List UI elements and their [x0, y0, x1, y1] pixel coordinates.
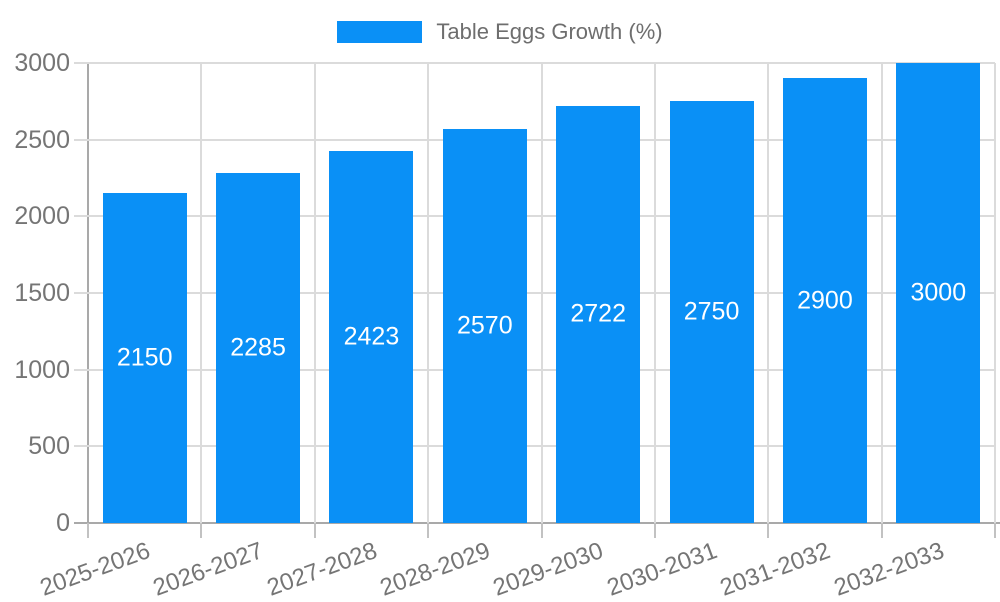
legend[interactable]: Table Eggs Growth (%)	[0, 19, 1000, 45]
y-axis-tick-label: 1000	[14, 355, 70, 384]
gridline-vertical	[994, 63, 996, 523]
y-axis-tick	[74, 215, 88, 218]
bar-value-label: 2750	[683, 297, 740, 326]
bar-value-label: 2423	[343, 322, 400, 351]
y-axis-tick	[74, 445, 88, 448]
bar[interactable]: 3000	[896, 63, 981, 523]
bar-value-label: 2722	[570, 299, 626, 328]
plot-area: 2150 2285 2423 2570 2722 2750 2900 3000	[88, 62, 996, 523]
bar[interactable]: 2722	[556, 105, 641, 523]
x-axis-tick	[880, 523, 883, 538]
y-axis-tick-label: 500	[28, 432, 70, 461]
y-axis-tick	[74, 138, 88, 141]
bar-value-label: 3000	[910, 278, 967, 307]
y-axis-tick-label: 2000	[14, 202, 70, 231]
bar-value-label: 2900	[797, 286, 853, 315]
y-axis-tick-label: 1500	[14, 279, 70, 307]
gridline-vertical	[540, 63, 543, 523]
y-axis-tick	[74, 292, 88, 294]
x-axis-tick	[994, 523, 996, 538]
bar-value-label: 2570	[456, 311, 513, 340]
y-axis-tick-label: 2500	[14, 125, 70, 154]
x-axis-tick	[427, 523, 430, 538]
gridline-vertical	[200, 63, 203, 523]
legend-label: Table Eggs Growth (%)	[436, 19, 663, 44]
y-axis-line	[87, 63, 89, 538]
x-axis-tick	[767, 523, 770, 538]
bar[interactable]: 2900	[782, 78, 867, 523]
bar[interactable]: 2150	[102, 193, 187, 523]
bar[interactable]: 2285	[216, 172, 300, 523]
x-axis-tick-label: 2032-2033	[830, 537, 948, 602]
gridline-vertical	[427, 63, 430, 523]
x-axis-tick-label: 2028-2029	[376, 537, 494, 602]
x-axis-tick	[653, 523, 656, 538]
x-axis-tick	[540, 523, 543, 538]
x-axis-tick-label: 2027-2028	[263, 537, 381, 602]
x-axis-tick	[87, 523, 89, 538]
x-axis-tick-label: 2029-2030	[489, 537, 608, 602]
x-axis-tick-label: 2031-2032	[716, 537, 834, 602]
y-axis-tick	[74, 368, 88, 371]
bar[interactable]: 2423	[329, 151, 414, 523]
bar[interactable]: 2750	[669, 101, 754, 523]
y-axis-tick-label: 3000	[14, 49, 70, 77]
x-axis-tick-label: 2030-2031	[603, 537, 721, 602]
x-axis-tick-label: 2025-2026	[36, 537, 154, 602]
gridline-vertical	[880, 63, 883, 523]
x-axis-baseline	[74, 522, 1000, 524]
bar[interactable]: 2570	[442, 128, 527, 523]
legend-swatch	[337, 21, 423, 43]
y-axis-tick-label: 0	[56, 509, 70, 537]
gridline-vertical	[767, 63, 770, 523]
bar-value-label: 2150	[116, 343, 173, 372]
gridline-vertical	[313, 63, 316, 523]
gridline-vertical	[653, 63, 656, 523]
bar-value-label: 2285	[230, 333, 286, 362]
y-axis-tick	[74, 62, 88, 64]
x-axis-tick	[200, 523, 203, 538]
x-axis-tick-label: 2026-2027	[149, 537, 267, 602]
x-axis-tick	[313, 523, 316, 538]
